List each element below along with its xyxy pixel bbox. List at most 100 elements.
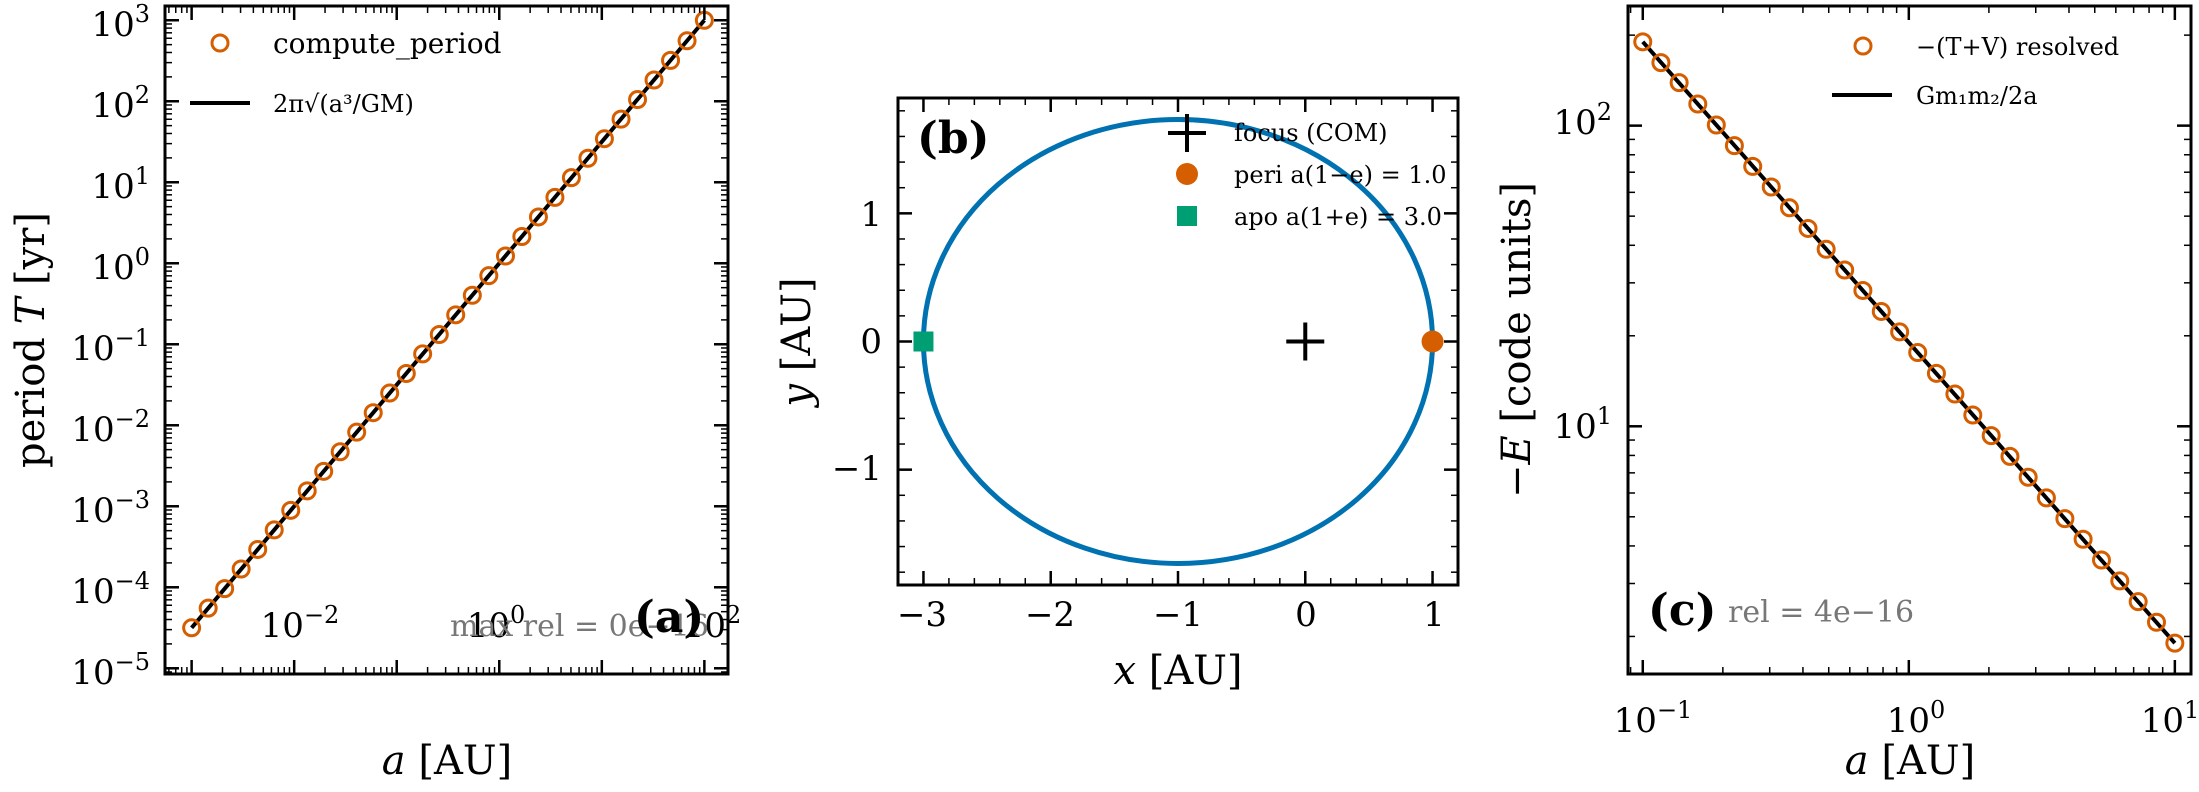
panel-a-legend-label: 2π√(a³/GM) — [273, 90, 414, 118]
panel-a-reference-line — [190, 18, 706, 630]
panel-c-xtick-label: 101 — [2141, 696, 2199, 741]
panel-c-data-point — [2091, 550, 2111, 570]
panel-b-ticks — [897, 98, 1459, 585]
panel-a-data-point — [396, 363, 416, 383]
panel-c-data-point — [1890, 322, 1910, 342]
panel-a-data-point — [297, 481, 317, 501]
panel-c-legend-marker — [1853, 36, 1873, 56]
panel-c-reference-line — [1641, 40, 2177, 645]
panel-c-frame — [1626, 4, 2193, 676]
panel-c-data-point — [2036, 488, 2056, 508]
panel-a-data-point — [545, 187, 565, 207]
panel-b-ytick-label: 1 — [860, 195, 882, 235]
panel-c-ticks — [1628, 6, 2191, 674]
panel-c-data-point — [1743, 156, 1763, 176]
panel-c-legend-label: −(T+V) resolved — [1916, 33, 2119, 61]
panel-b-legend-apo-marker — [1177, 206, 1197, 226]
panel-c-data-point — [1871, 301, 1891, 321]
panel-c-data-point — [1945, 384, 1965, 404]
panel-a-ytick-label: 103 — [91, 0, 150, 45]
panel-a-data-point — [512, 227, 532, 247]
panel-a-tag: (a) — [634, 592, 704, 643]
panel-a-data-point — [594, 129, 614, 149]
panel-a-annotation: max rel = 0e−16 — [450, 609, 709, 644]
panel-c-data-point — [2146, 612, 2166, 632]
panel-c-tag: (c) — [1648, 585, 1716, 636]
panel-a-data-point — [677, 31, 697, 51]
panel-c-data-point — [1816, 239, 1836, 259]
panel-a-y-axis-label: period T [yr] — [8, 212, 54, 468]
panel-a-ytick-label: 10−5 — [71, 648, 150, 693]
panel-c-data-point — [1688, 94, 1708, 114]
panel-a-data-point — [644, 70, 664, 90]
panel-c-energy-vs-semimajor-axis: 10−1 100 101 101 102 a [AU] −E [code uni… — [1494, 4, 2199, 784]
panel-a-data-point — [611, 109, 631, 129]
panel-b-ytick-label: 0 — [860, 322, 882, 362]
panel-a-legend-marker — [210, 33, 230, 53]
panel-b-ytick-label: −1 — [832, 449, 882, 489]
panel-a-data-point — [248, 539, 268, 559]
panel-c-data-point — [1963, 405, 1983, 425]
panel-c-xtick-label: 10−1 — [1614, 696, 1693, 741]
panel-c-data-point — [1724, 136, 1744, 156]
panel-b-xtick-label: −3 — [897, 595, 947, 635]
panel-b-periapsis-marker — [1421, 330, 1444, 353]
panel-b-plot-area — [913, 117, 1444, 566]
panel-c-data-point — [1706, 115, 1726, 135]
panel-a-ticks — [165, 6, 728, 674]
panel-a-legend-label: compute_period — [273, 27, 502, 60]
panel-b-legend-peri-marker — [1176, 163, 1198, 185]
panel-c-data-point — [2073, 529, 2093, 549]
panel-a-data-point — [281, 500, 301, 520]
panel-a-ytick-label: 10−1 — [71, 324, 150, 369]
panel-a-data-point — [347, 422, 367, 442]
panel-a-data-point — [198, 598, 218, 618]
panel-a-data-point — [561, 168, 581, 188]
panel-c-xtick-label: 100 — [1887, 696, 1946, 741]
panel-a-data-point — [330, 442, 350, 462]
panel-c-data-point — [1835, 260, 1855, 280]
panel-c-data-point — [1908, 342, 1928, 362]
panel-b-xtick-label: 1 — [1423, 595, 1445, 635]
panel-a-ytick-label: 101 — [91, 162, 150, 207]
panel-c-data-point — [2055, 509, 2075, 529]
panel-b-tag: (b) — [917, 113, 989, 164]
panel-c-data-point — [1926, 363, 1946, 383]
panel-a-data-point — [380, 383, 400, 403]
panel-a-data-point — [314, 461, 334, 481]
panel-c-data-point — [1669, 73, 1689, 93]
panel-a-data-point — [413, 344, 433, 364]
panel-c-data-point — [1651, 53, 1671, 73]
panel-c-y-axis-label: −E [code units] — [1494, 182, 1540, 498]
panel-c-data-point — [1798, 218, 1818, 238]
panel-a-data-point — [215, 579, 235, 599]
panel-a-ytick-label: 100 — [91, 243, 150, 288]
panel-b-y-axis-label: y [AU] — [774, 277, 820, 408]
panel-a-data-point — [528, 207, 548, 227]
panel-b-legend-label: focus (COM) — [1234, 119, 1388, 147]
panel-a-data-point — [628, 90, 648, 110]
panel-c-data-point — [1633, 32, 1653, 52]
panel-b-legend-label: apo a(1+e) = 3.0 — [1234, 203, 1442, 231]
panel-a-plot-area — [182, 10, 714, 638]
panel-a-data-point — [462, 285, 482, 305]
panel-a-frame — [163, 4, 730, 676]
panel-c-annotation: rel = 4e−16 — [1728, 595, 1914, 630]
panel-a-data-point — [231, 559, 251, 579]
panel-b-xtick-label: −2 — [1025, 595, 1075, 635]
panel-c-x-axis-label: a [AU] — [1845, 738, 1975, 784]
panel-b-apoapsis-marker — [913, 331, 934, 352]
panel-c-data-point — [2165, 633, 2185, 653]
panel-a-ytick-label: 10−2 — [71, 405, 150, 450]
panel-b-x-axis-label: x [AU] — [1113, 648, 1242, 694]
panel-a-data-point — [264, 520, 284, 540]
panel-a-data-point — [479, 266, 499, 286]
panel-a-data-point — [182, 618, 202, 638]
panel-c-data-point — [1779, 198, 1799, 218]
panel-a-period-vs-semimajor-axis: 10−2 100 102 10−5 10−4 10−3 10−2 10−1 10… — [8, 0, 741, 784]
panel-a-data-point — [429, 325, 449, 345]
panel-b-orbit: −3 −2 −1 0 1 −1 0 1 x [AU] y [AU] (b) fo… — [774, 96, 1460, 694]
panel-a-data-point — [578, 148, 598, 168]
panel-c-data-point — [2128, 592, 2148, 612]
panel-c-data-point — [2018, 467, 2038, 487]
